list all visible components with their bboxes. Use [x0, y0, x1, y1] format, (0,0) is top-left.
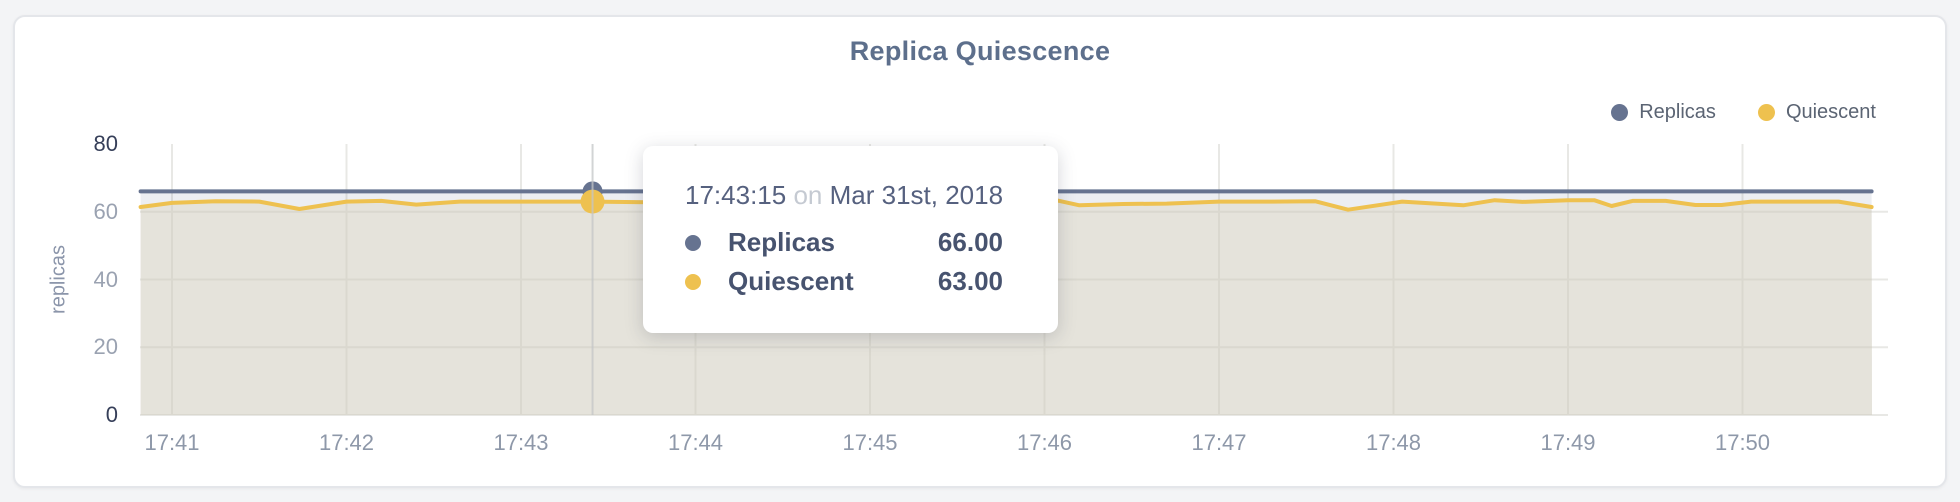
x-tick-label: 17:41: [144, 430, 200, 455]
x-tick-label: 17:42: [318, 430, 375, 455]
tooltip-rows: Replicas 66.00 Quiescent 63.00: [685, 223, 1003, 301]
tooltip-time: 17:43:15: [685, 180, 787, 210]
x-tick-label: 17:45: [842, 430, 898, 455]
x-tick-label: 17:48: [1365, 430, 1422, 455]
x-tick-label: 17:43: [493, 430, 549, 455]
chart-legend: Replicas Quiescent: [1611, 101, 1876, 124]
x-tick-label: 17:50: [1714, 430, 1771, 455]
y-tick-label: 40: [93, 266, 118, 292]
y-tick-label: 20: [93, 334, 118, 360]
legend-dot-replicas: [1611, 104, 1629, 121]
legend-dot-quiescent: [1757, 104, 1775, 121]
tooltip-series-value: 66.00: [937, 227, 1003, 257]
x-tick-label: 17:44: [667, 430, 724, 455]
tooltip-series-value: 63.00: [937, 266, 1003, 296]
x-tick-label: 17:47: [1191, 430, 1247, 455]
tooltip-date: Mar 31st, 2018: [829, 180, 1004, 210]
tooltip-row-replicas: Replicas 66.00: [685, 223, 1003, 262]
hover-tooltip: 17:43:15 on Mar 31st, 2018 Replicas 66.00…: [643, 146, 1058, 333]
x-tick-label: 17:46: [1016, 430, 1073, 455]
tooltip-row-quiescent: Quiescent 63.00: [685, 262, 1003, 301]
tooltip-series-dot: [685, 273, 701, 290]
x-tick-label: 17:49: [1540, 430, 1596, 455]
y-tick-label: 0: [105, 402, 118, 427]
y-tick-label: 60: [93, 198, 118, 224]
chart-title: Replica Quiescence: [849, 36, 1111, 66]
tooltip-header: 17:43:15 on Mar 31st, 2018: [685, 178, 1003, 212]
legend-item-quiescent[interactable]: Quiescent: [1757, 101, 1876, 124]
legend-item-replicas[interactable]: Replicas: [1611, 101, 1716, 124]
tooltip-series-dot: [685, 234, 701, 251]
tooltip-conjunction: on: [793, 180, 823, 210]
legend-label: Replicas: [1639, 101, 1716, 123]
y-tick-label: 80: [93, 131, 118, 156]
tooltip-series-label: Quiescent: [728, 266, 854, 296]
tooltip-series-label: Replicas: [728, 227, 835, 257]
quiescent-line: [138, 197, 1874, 212]
legend-label: Quiescent: [1785, 101, 1876, 123]
